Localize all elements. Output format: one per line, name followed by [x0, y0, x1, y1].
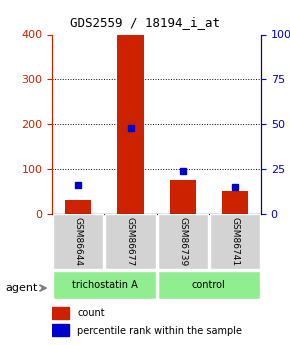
Text: GSM86739: GSM86739 [178, 217, 187, 266]
FancyBboxPatch shape [210, 215, 260, 268]
Bar [52, 307, 69, 319]
Text: percentile rank within the sample: percentile rank within the sample [77, 326, 242, 335]
FancyBboxPatch shape [158, 270, 260, 298]
Text: GDS2559 / 18194_i_at: GDS2559 / 18194_i_at [70, 16, 220, 29]
Text: control: control [192, 280, 226, 289]
FancyBboxPatch shape [106, 215, 155, 268]
Bar [222, 191, 248, 214]
FancyBboxPatch shape [53, 215, 103, 268]
Bar [170, 180, 196, 214]
Text: trichostatin A: trichostatin A [72, 280, 137, 289]
Text: agent: agent [6, 283, 38, 293]
Text: GSM86644: GSM86644 [74, 217, 83, 266]
Bar [117, 34, 144, 214]
Bar [52, 324, 69, 336]
Text: count: count [77, 308, 105, 318]
Text: GSM86741: GSM86741 [230, 217, 240, 266]
Bar [65, 200, 91, 214]
FancyBboxPatch shape [53, 270, 155, 298]
Text: GSM86677: GSM86677 [126, 217, 135, 266]
FancyBboxPatch shape [158, 215, 208, 268]
